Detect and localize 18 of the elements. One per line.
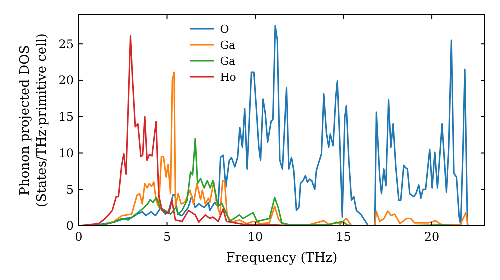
legend-label: Ga bbox=[220, 38, 236, 52]
y-tick-label: 5 bbox=[66, 182, 74, 197]
y-tick-label: 10 bbox=[58, 146, 74, 160]
x-tick-label: 0 bbox=[75, 230, 83, 244]
y-tick-label: 0 bbox=[66, 219, 74, 234]
legend-label: Ga bbox=[220, 54, 236, 68]
y-tick-label: 15 bbox=[58, 110, 74, 124]
y-tick-label: 20 bbox=[58, 74, 74, 88]
legend-label: Ho bbox=[220, 70, 237, 84]
y-tick-label: 25 bbox=[58, 37, 74, 52]
line-series bbox=[79, 35, 292, 226]
x-tick-label: 5 bbox=[163, 230, 172, 244]
x-tick-label: 20 bbox=[424, 230, 440, 244]
legend-label: O bbox=[220, 22, 230, 36]
x-tick-label: 10 bbox=[248, 230, 264, 244]
x-tick-label: 15 bbox=[336, 230, 352, 244]
x-axis-title: Frequency (THz) bbox=[226, 251, 338, 266]
y-axis-title: Phonon projected DOS (States/THz·primitive cell) bbox=[18, 33, 50, 208]
